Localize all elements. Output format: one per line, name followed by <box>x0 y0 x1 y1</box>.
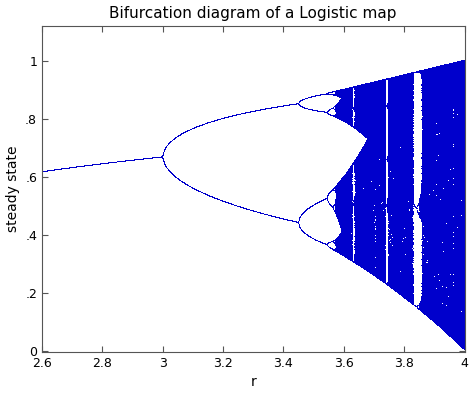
Title: Bifurcation diagram of a Logistic map: Bifurcation diagram of a Logistic map <box>109 6 397 21</box>
X-axis label: r: r <box>250 375 256 389</box>
Y-axis label: steady state: steady state <box>6 146 19 232</box>
